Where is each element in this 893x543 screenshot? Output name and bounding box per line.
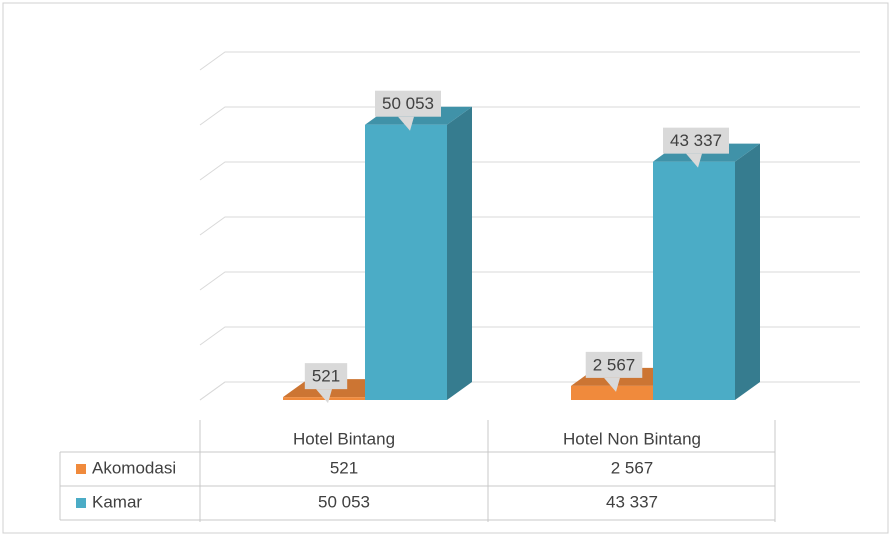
x-tick-label: Hotel Bintang: [293, 429, 395, 448]
table-cell: 2 567: [611, 458, 654, 477]
bar: [653, 162, 735, 400]
data-label: 43 337: [670, 131, 722, 150]
data-label: 50 053: [382, 94, 434, 113]
legend-swatch: [76, 498, 86, 508]
legend-label: Akomodasi: [92, 458, 176, 477]
page: {"chart_data": {"type": "bar3d", "catego…: [0, 0, 893, 543]
chart: 521 2 567 50 053 43 337 Hotel Bintang Hotel N…: [0, 0, 893, 538]
bar-side: [735, 144, 760, 400]
x-tick-label: Hotel Non Bintang: [563, 429, 701, 448]
bar: [571, 386, 653, 400]
data-label: 2 567: [593, 355, 636, 374]
bar-side: [447, 107, 472, 400]
data-label: 521: [312, 367, 340, 386]
bar: [365, 125, 447, 400]
table-cell: 50 053: [318, 492, 370, 511]
legend-label: Kamar: [92, 492, 142, 511]
legend-swatch: [76, 464, 86, 474]
table-cell: 521: [330, 458, 358, 477]
table-cell: 43 337: [606, 492, 658, 511]
